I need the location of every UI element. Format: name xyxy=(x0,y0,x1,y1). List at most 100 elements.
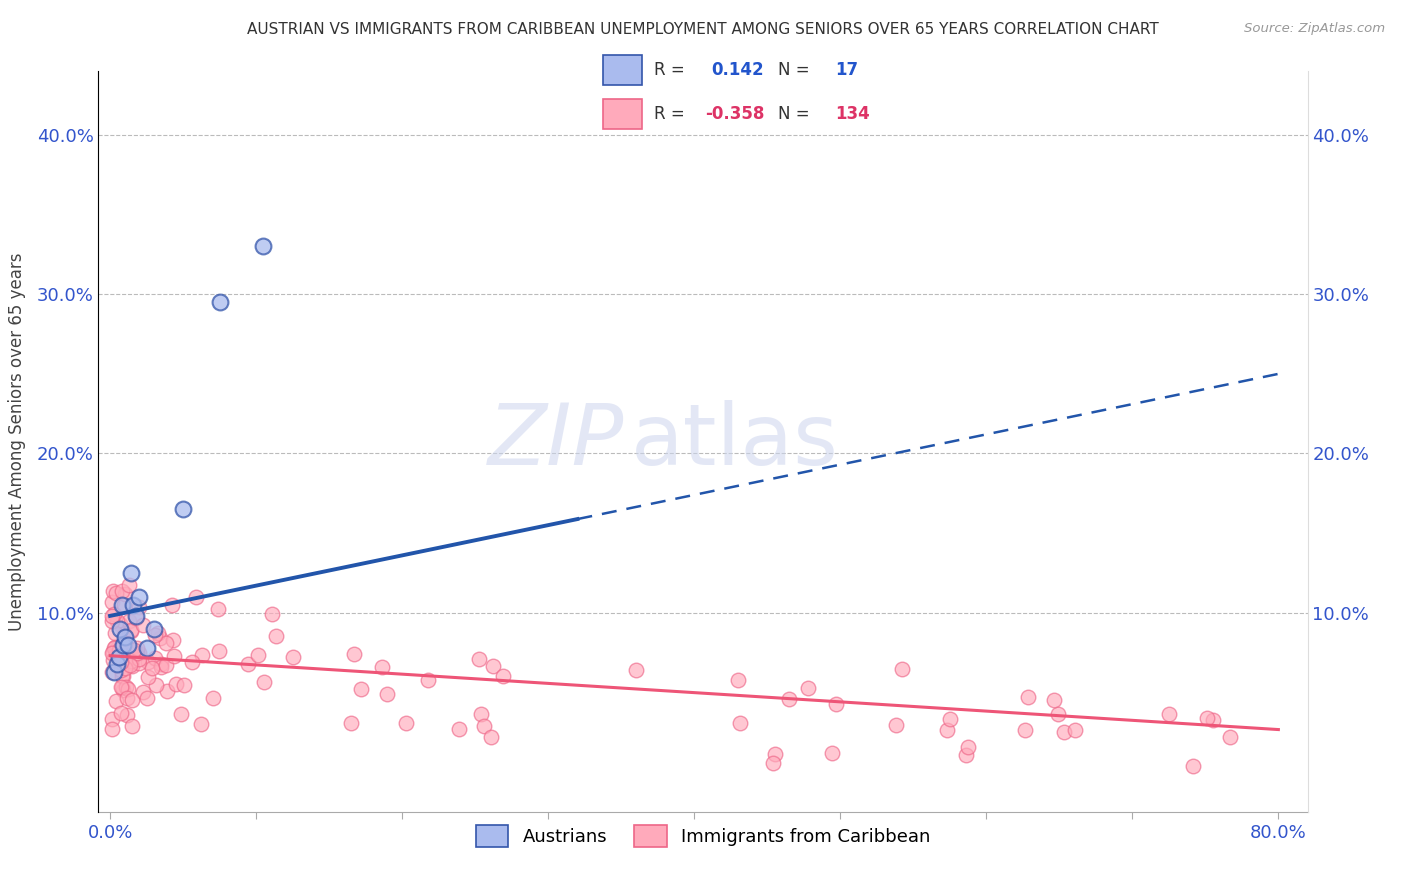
Point xyxy=(163,648,186,663)
Point xyxy=(160,599,183,613)
Point xyxy=(1195,710,1218,724)
Point xyxy=(118,658,141,673)
Point xyxy=(190,717,212,731)
Point xyxy=(115,690,138,705)
Point xyxy=(728,716,751,731)
Point xyxy=(246,648,269,663)
Point xyxy=(120,642,142,657)
Point xyxy=(111,598,134,612)
Point xyxy=(120,624,142,638)
Point xyxy=(142,622,165,636)
Point xyxy=(114,661,136,675)
Point xyxy=(820,746,842,760)
Point xyxy=(172,502,194,516)
Point xyxy=(207,601,229,615)
Point xyxy=(114,630,136,644)
Point xyxy=(155,657,177,672)
Point xyxy=(825,697,848,711)
Point xyxy=(146,625,169,640)
Point xyxy=(184,590,207,604)
Point xyxy=(1202,713,1225,727)
Point xyxy=(101,594,124,608)
Point xyxy=(149,631,172,645)
Text: AUSTRIAN VS IMMIGRANTS FROM CARIBBEAN UNEMPLOYMENT AMONG SENIORS OVER 65 YEARS C: AUSTRIAN VS IMMIGRANTS FROM CARIBBEAN UN… xyxy=(247,22,1159,37)
Point xyxy=(128,652,150,666)
Point xyxy=(935,723,957,737)
Point xyxy=(170,707,193,722)
Point xyxy=(156,684,179,698)
Point xyxy=(111,584,134,599)
Point xyxy=(101,609,124,624)
Point xyxy=(108,643,131,657)
Point xyxy=(104,586,127,600)
Point xyxy=(110,706,132,720)
Point xyxy=(191,648,214,662)
Point xyxy=(1157,706,1180,721)
Point xyxy=(110,681,132,695)
Point xyxy=(371,660,394,674)
Text: R =: R = xyxy=(654,105,690,123)
Point xyxy=(342,647,364,661)
Point xyxy=(120,566,142,580)
Point xyxy=(101,653,124,667)
Point xyxy=(131,618,153,632)
Point xyxy=(141,661,163,675)
Point xyxy=(114,630,136,644)
Point xyxy=(891,662,914,676)
Point xyxy=(103,665,125,679)
Point xyxy=(956,740,979,755)
Point xyxy=(395,716,418,731)
Point xyxy=(727,673,749,687)
Point xyxy=(884,718,907,732)
Point xyxy=(114,587,136,601)
Point xyxy=(340,715,363,730)
Point xyxy=(155,635,177,649)
Point xyxy=(1017,690,1039,705)
Legend: Austrians, Immigrants from Caribbean: Austrians, Immigrants from Caribbean xyxy=(468,818,938,855)
Point xyxy=(100,712,122,726)
Point xyxy=(281,649,304,664)
Point xyxy=(162,633,184,648)
Point xyxy=(101,665,124,679)
Point xyxy=(101,615,124,629)
Point xyxy=(136,655,159,669)
Point xyxy=(266,629,288,643)
Point xyxy=(101,584,124,599)
Point xyxy=(762,756,785,770)
Point xyxy=(107,657,129,671)
Point xyxy=(128,646,150,660)
Point xyxy=(135,640,157,655)
Point xyxy=(1014,723,1036,737)
Point xyxy=(939,713,962,727)
Point xyxy=(117,638,139,652)
Point xyxy=(120,624,142,638)
Point xyxy=(165,677,187,691)
Point xyxy=(252,239,274,253)
Point xyxy=(350,682,373,697)
Point xyxy=(127,640,149,655)
Point xyxy=(149,660,172,674)
Text: -0.358: -0.358 xyxy=(706,105,765,123)
Point xyxy=(208,295,231,310)
Point xyxy=(236,657,259,671)
Point xyxy=(105,614,128,628)
Point xyxy=(253,674,276,689)
Text: ZIP: ZIP xyxy=(488,400,624,483)
Point xyxy=(472,719,495,733)
Text: R =: R = xyxy=(654,61,690,78)
Point xyxy=(181,655,204,669)
Point xyxy=(121,692,143,706)
Point xyxy=(125,608,148,623)
Point xyxy=(763,747,786,761)
Point xyxy=(624,663,647,677)
Point xyxy=(121,658,143,673)
Point xyxy=(470,706,492,721)
Point xyxy=(1052,725,1074,739)
Point xyxy=(377,687,399,701)
Point xyxy=(173,677,195,691)
Point xyxy=(103,640,125,655)
Point xyxy=(112,638,135,652)
Point xyxy=(111,669,134,683)
Point xyxy=(103,645,125,659)
Point xyxy=(136,690,159,705)
